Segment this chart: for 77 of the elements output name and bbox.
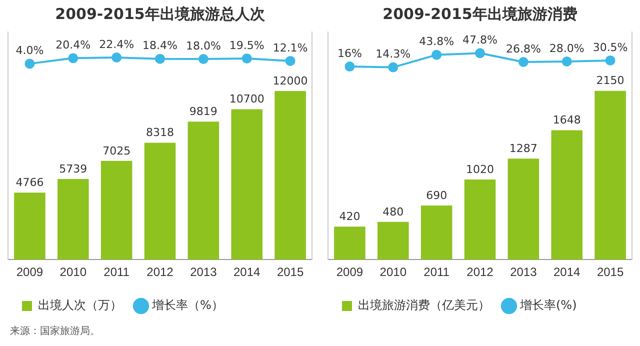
data-label: 30.5% (592, 40, 628, 54)
data-label: 9819 (189, 105, 218, 118)
chart-title: 2009-2015年出境旅游消费 (382, 4, 578, 23)
data-label: 18.0% (186, 39, 221, 52)
point (344, 62, 355, 72)
data-label: 26.8% (506, 42, 541, 56)
data-label: 20.4% (56, 38, 91, 52)
data-label: 1648 (552, 114, 581, 127)
bar (14, 192, 46, 260)
x-tick-label: 2009 (16, 265, 44, 280)
bar (231, 109, 262, 260)
point (518, 57, 528, 68)
point (562, 56, 572, 67)
x-tick-label: 2015 (276, 265, 304, 280)
data-label: 14.3% (376, 48, 411, 61)
data-label: 8318 (146, 126, 174, 140)
point (432, 50, 442, 60)
data-label: 16% (337, 46, 362, 60)
bar (420, 205, 452, 260)
point (605, 55, 616, 66)
data-label: 47.8% (462, 34, 498, 47)
bar (58, 178, 89, 260)
legend-label: 增长率(%) (519, 298, 577, 312)
point (68, 53, 78, 64)
bar (378, 222, 409, 260)
data-label: 1287 (509, 142, 538, 155)
data-label: 2150 (596, 74, 624, 88)
data-label: 4766 (16, 176, 44, 189)
x-tick-label: 2009 (336, 265, 364, 280)
legend-label: 出境旅游消费（亿美元） (358, 298, 490, 312)
bar (334, 226, 366, 260)
point (242, 53, 252, 64)
data-label: 12.1% (272, 41, 308, 54)
point (388, 62, 398, 72)
data-label: 1020 (466, 162, 494, 176)
x-tick-label: 2011 (104, 265, 130, 280)
point (155, 54, 165, 64)
x-tick-label: 2014 (234, 265, 261, 280)
x-tick-label: 2012 (146, 265, 174, 280)
data-label: 4.0% (16, 44, 44, 58)
data-label: 43.8% (419, 35, 454, 48)
bar (464, 180, 496, 260)
data-label: 18.4% (142, 39, 178, 52)
data-label: 7025 (102, 144, 131, 158)
x-tick-label: 2012 (466, 265, 494, 280)
x-tick-label: 2015 (596, 265, 624, 280)
x-tick-label: 2010 (60, 265, 87, 280)
data-label: 480 (382, 205, 404, 218)
chart-title: 2009-2015年出境旅游总人次 (55, 4, 266, 23)
data-label: 22.4% (99, 38, 134, 51)
bar (508, 158, 540, 260)
source-note: 来源：国家旅游局。 (10, 324, 101, 338)
bar (594, 90, 626, 260)
x-tick-label: 2010 (380, 265, 407, 280)
bar (100, 160, 132, 260)
bar (188, 122, 220, 260)
data-label: 5739 (59, 162, 88, 176)
data-label: 28.0% (549, 42, 584, 55)
bar (551, 130, 582, 260)
point (24, 58, 35, 69)
point (112, 52, 122, 62)
point (285, 56, 296, 66)
bar (274, 91, 306, 260)
legend-label: 出境人次（万） (38, 298, 122, 312)
data-label: 12000 (272, 74, 308, 88)
x-tick-label: 2014 (554, 265, 581, 280)
data-label: 19.5% (229, 38, 264, 52)
x-tick-label: 2013 (510, 265, 538, 280)
data-label: 420 (339, 210, 360, 223)
bar (144, 142, 176, 260)
data-label: 10700 (229, 92, 264, 106)
x-tick-label: 2011 (424, 265, 450, 280)
legend-label: 增长率（%） (151, 298, 224, 312)
point (475, 48, 485, 58)
x-tick-label: 2013 (190, 265, 218, 280)
data-label: 690 (426, 188, 448, 202)
point (198, 54, 208, 64)
